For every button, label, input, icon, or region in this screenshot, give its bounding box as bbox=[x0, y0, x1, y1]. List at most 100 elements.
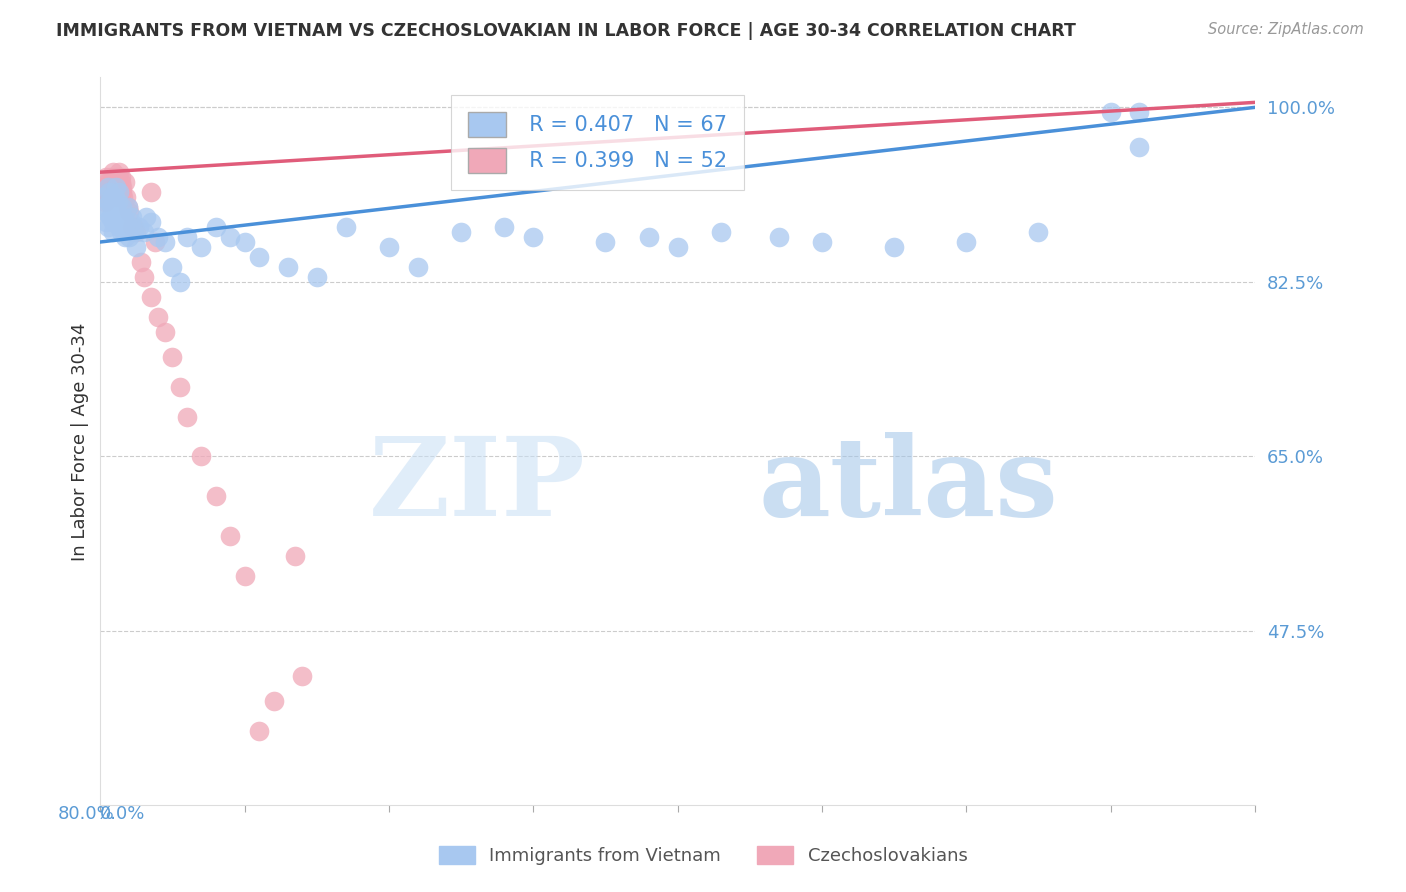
Point bbox=[111, 180, 134, 194]
Point bbox=[108, 165, 131, 179]
Point bbox=[233, 235, 256, 249]
Point bbox=[100, 185, 122, 199]
Point bbox=[105, 190, 128, 204]
Point bbox=[595, 235, 617, 249]
Point bbox=[494, 220, 516, 235]
Point bbox=[100, 170, 122, 185]
Point bbox=[110, 175, 132, 189]
Point bbox=[219, 230, 242, 244]
Point bbox=[1128, 140, 1150, 154]
Point bbox=[263, 694, 285, 708]
Point bbox=[104, 170, 127, 185]
Point bbox=[132, 225, 155, 239]
Point bbox=[104, 185, 127, 199]
Point bbox=[406, 260, 429, 274]
Text: Source: ZipAtlas.com: Source: ZipAtlas.com bbox=[1208, 22, 1364, 37]
Point bbox=[105, 180, 128, 194]
Point bbox=[108, 220, 131, 235]
Point bbox=[110, 170, 132, 185]
Point bbox=[118, 230, 141, 244]
Point bbox=[114, 175, 136, 189]
Point bbox=[190, 450, 212, 464]
Point bbox=[115, 215, 138, 229]
Point bbox=[768, 230, 790, 244]
Point bbox=[112, 190, 135, 204]
Point bbox=[110, 225, 132, 239]
Point bbox=[176, 409, 198, 424]
Point bbox=[108, 185, 131, 199]
Point bbox=[114, 230, 136, 244]
Point bbox=[883, 240, 905, 254]
Legend:   R = 0.407   N = 67,   R = 0.399   N = 52: R = 0.407 N = 67, R = 0.399 N = 52 bbox=[451, 95, 744, 190]
Point bbox=[93, 200, 115, 214]
Point bbox=[155, 325, 177, 339]
Point bbox=[233, 569, 256, 583]
Point bbox=[125, 225, 148, 239]
Point bbox=[98, 195, 121, 210]
Legend: Immigrants from Vietnam, Czechoslovakians: Immigrants from Vietnam, Czechoslovakian… bbox=[432, 838, 974, 872]
Point bbox=[103, 225, 125, 239]
Point bbox=[139, 290, 162, 304]
Point bbox=[111, 200, 134, 214]
Point bbox=[666, 240, 689, 254]
Point bbox=[104, 190, 127, 204]
Point bbox=[135, 210, 157, 224]
Point bbox=[190, 240, 212, 254]
Point bbox=[1028, 225, 1050, 239]
Point bbox=[100, 210, 122, 224]
Text: atlas: atlas bbox=[758, 432, 1059, 539]
Point bbox=[103, 165, 125, 179]
Text: ZIP: ZIP bbox=[368, 432, 585, 539]
Point bbox=[104, 205, 127, 219]
Point bbox=[96, 220, 118, 235]
Point bbox=[169, 379, 191, 393]
Point bbox=[94, 215, 117, 229]
Point bbox=[284, 549, 307, 563]
Point bbox=[1099, 105, 1122, 120]
Point bbox=[122, 220, 145, 235]
Point bbox=[378, 240, 401, 254]
Point bbox=[128, 220, 150, 235]
Point bbox=[247, 250, 270, 264]
Point bbox=[291, 669, 314, 683]
Point bbox=[132, 269, 155, 284]
Point bbox=[107, 180, 129, 194]
Point bbox=[103, 180, 125, 194]
Point bbox=[101, 190, 124, 204]
Point bbox=[129, 255, 152, 269]
Point bbox=[637, 230, 659, 244]
Text: 0.0%: 0.0% bbox=[100, 805, 146, 823]
Point bbox=[450, 225, 472, 239]
Point bbox=[146, 310, 169, 324]
Point bbox=[96, 180, 118, 194]
Point bbox=[155, 235, 177, 249]
Text: 80.0%: 80.0% bbox=[58, 805, 115, 823]
Point bbox=[139, 215, 162, 229]
Point bbox=[96, 190, 118, 204]
Point bbox=[204, 220, 226, 235]
Point bbox=[107, 210, 129, 224]
Point bbox=[115, 190, 138, 204]
Point bbox=[247, 723, 270, 738]
Point bbox=[94, 170, 117, 185]
Point bbox=[118, 205, 141, 219]
Point bbox=[117, 200, 139, 214]
Point bbox=[305, 269, 328, 284]
Point bbox=[111, 215, 134, 229]
Point bbox=[96, 175, 118, 189]
Point bbox=[101, 175, 124, 189]
Point bbox=[108, 185, 131, 199]
Point bbox=[107, 195, 129, 210]
Point bbox=[120, 215, 142, 229]
Point bbox=[121, 210, 143, 224]
Point bbox=[125, 240, 148, 254]
Point bbox=[1128, 105, 1150, 120]
Point bbox=[204, 489, 226, 503]
Point bbox=[105, 175, 128, 189]
Point bbox=[219, 529, 242, 543]
Point bbox=[955, 235, 977, 249]
Point bbox=[111, 185, 134, 199]
Point bbox=[162, 350, 184, 364]
Point bbox=[94, 205, 117, 219]
Point bbox=[811, 235, 834, 249]
